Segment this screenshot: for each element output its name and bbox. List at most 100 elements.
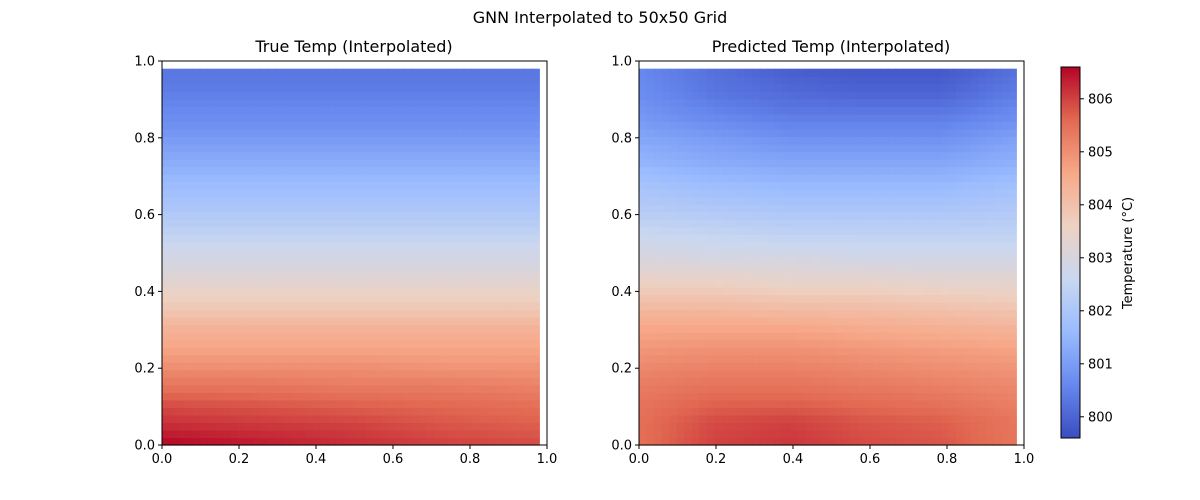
heatmap-cell: [835, 422, 844, 431]
heatmap-cell: [797, 159, 806, 168]
heatmap-cell: [260, 68, 269, 77]
heatmap-cell: [433, 181, 442, 190]
heatmap-cell: [463, 106, 472, 115]
heatmap-cell: [358, 317, 367, 326]
heatmap-cell: [925, 106, 934, 115]
heatmap-cell: [199, 332, 208, 341]
heatmap-cell: [789, 189, 799, 198]
heatmap-cell: [925, 279, 934, 288]
heatmap-cell: [706, 113, 716, 122]
heatmap-cell: [456, 302, 465, 311]
heatmap-cell: [297, 362, 306, 371]
heatmap-cell: [494, 143, 503, 153]
heatmap-cell: [162, 324, 171, 333]
heatmap-cell: [699, 317, 708, 326]
heatmap-cell: [365, 347, 374, 356]
heatmap-cell: [872, 377, 882, 386]
heatmap-cell: [805, 332, 814, 341]
heatmap-cell: [169, 174, 178, 183]
heatmap-cell: [940, 279, 949, 288]
heatmap-cell: [827, 256, 836, 265]
heatmap-cell: [275, 241, 284, 250]
heatmap-cell: [782, 136, 791, 145]
heatmap-cell: [714, 264, 723, 273]
heatmap-cell: [888, 98, 897, 107]
heatmap-cell: [827, 166, 836, 175]
heatmap-cell: [744, 414, 753, 424]
heatmap-cell: [312, 271, 322, 281]
heatmap-cell: [448, 437, 457, 446]
heatmap-cell: [639, 354, 648, 363]
heatmap-cell: [820, 362, 829, 371]
heatmap-cell: [290, 106, 299, 115]
heatmap-cell: [850, 136, 859, 145]
heatmap-cell: [737, 264, 746, 273]
heatmap-cell: [494, 309, 503, 318]
heatmap-cell: [524, 437, 533, 446]
heatmap-cell: [411, 196, 420, 205]
heatmap-cell: [441, 196, 450, 205]
heatmap-cell: [373, 204, 382, 213]
heatmap-cell: [524, 113, 533, 122]
heatmap-cell: [531, 204, 540, 213]
heatmap-cell: [463, 339, 472, 348]
heatmap-cell: [955, 317, 965, 326]
heatmap-cell: [774, 414, 783, 424]
heatmap-cell: [245, 414, 254, 424]
heatmap-cell: [714, 196, 723, 205]
heatmap-cell: [373, 143, 382, 153]
heatmap-cell: [380, 354, 389, 363]
heatmap-cell: [162, 226, 171, 235]
heatmap-cell: [260, 271, 269, 281]
heatmap-cell: [789, 136, 799, 145]
heatmap-cell: [737, 437, 746, 446]
heatmap-cell: [646, 309, 655, 318]
heatmap-cell: [706, 407, 716, 416]
heatmap-cell: [903, 407, 912, 416]
heatmap-cell: [797, 196, 806, 205]
heatmap-cell: [895, 271, 904, 281]
heatmap-cell: [1001, 324, 1010, 333]
heatmap-cell: [782, 392, 791, 401]
heatmap-cell: [865, 196, 874, 205]
heatmap-cell: [494, 151, 503, 160]
heatmap-cell: [661, 377, 670, 386]
heatmap-cell: [463, 354, 472, 363]
heatmap-cell: [955, 369, 965, 378]
heatmap-cell: [433, 302, 442, 311]
heatmap-cell: [245, 121, 254, 130]
heatmap-cell: [411, 437, 420, 446]
heatmap-cell: [320, 414, 329, 424]
heatmap-cell: [850, 437, 859, 446]
heatmap-cell: [1008, 219, 1017, 228]
heatmap-cell: [282, 211, 291, 220]
heatmap-cell: [486, 362, 495, 371]
heatmap-cell: [850, 271, 859, 281]
heatmap-cell: [343, 121, 352, 130]
heatmap-cell: [767, 309, 776, 318]
heatmap-cell: [441, 429, 450, 439]
heatmap-cell: [812, 264, 821, 273]
heatmap-cell: [759, 354, 768, 363]
heatmap-cell: [433, 204, 442, 213]
heatmap-cell: [388, 309, 397, 318]
heatmap-cell: [380, 166, 389, 175]
heatmap-cell: [880, 399, 889, 408]
heatmap-cell: [335, 324, 344, 333]
heatmap-cell: [805, 211, 814, 220]
heatmap-cell: [850, 91, 859, 100]
heatmap-cell: [524, 166, 533, 175]
heatmap-cell: [426, 332, 435, 341]
heatmap-cell: [531, 399, 540, 408]
heatmap-cell: [835, 113, 844, 122]
heatmap-cell: [252, 294, 261, 303]
heatmap-cell: [177, 219, 186, 228]
heatmap-cell: [812, 189, 821, 198]
heatmap-cell: [940, 309, 949, 318]
heatmap-cell: [865, 151, 874, 160]
heatmap-cell: [275, 166, 284, 175]
heatmap-cell: [177, 362, 186, 371]
heatmap-cell: [260, 339, 269, 348]
heatmap-cell: [888, 362, 897, 371]
heatmap-cell: [654, 159, 663, 168]
